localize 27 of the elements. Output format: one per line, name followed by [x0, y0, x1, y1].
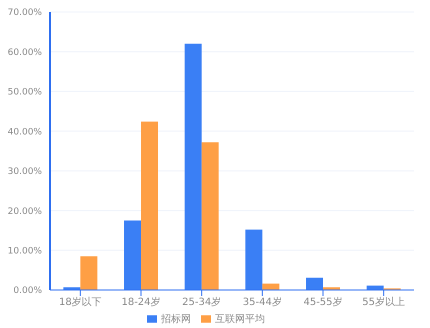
bar — [366, 286, 384, 290]
bar — [63, 287, 80, 290]
x-tick-label: 18岁以下 — [58, 296, 102, 308]
bar — [202, 142, 219, 290]
legend-label: 招标网 — [161, 314, 191, 325]
bar — [124, 220, 142, 290]
y-tick-label: 40.00% — [8, 127, 42, 138]
y-tick-label: 0.00% — [13, 286, 42, 296]
legend-label: 互联网平均 — [215, 314, 265, 325]
y-tick-label: 60.00% — [8, 48, 42, 58]
bar — [80, 256, 98, 290]
y-tick-label: 30.00% — [8, 167, 42, 178]
x-tick-label: 35-44岁 — [242, 296, 282, 308]
y-tick-label: 70.00% — [8, 8, 42, 18]
bar — [184, 44, 202, 290]
x-tick-label: 45-55岁 — [303, 296, 343, 308]
y-tick-label: 10.00% — [8, 246, 42, 256]
bar — [323, 287, 340, 290]
x-tick-label: 18-24岁 — [121, 296, 161, 308]
x-tick-label: 55岁以上 — [362, 296, 406, 308]
bar — [306, 278, 324, 290]
y-tick-label: 50.00% — [8, 88, 42, 98]
y-tick-label: 20.00% — [8, 206, 42, 217]
bar — [262, 284, 280, 290]
bar — [141, 122, 158, 290]
x-tick-label: 25-34岁 — [182, 296, 222, 308]
bar — [245, 230, 262, 290]
